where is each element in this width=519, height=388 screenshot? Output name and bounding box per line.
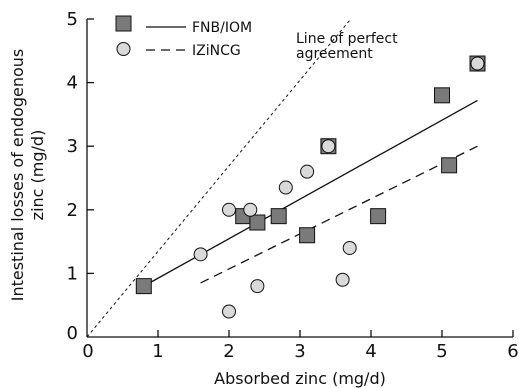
fnb-iom-point-4 <box>299 227 316 244</box>
x-tick-label-1: 1 <box>152 341 163 362</box>
y-tick-label-3: 3 <box>67 136 78 157</box>
y-tick-label-1: 1 <box>67 263 78 284</box>
x-ticks: 0 1 2 3 4 5 6 <box>82 330 519 362</box>
fnb-iom-point-3 <box>270 208 287 225</box>
y-tick-label-5: 5 <box>67 9 78 30</box>
izincg-point-3 <box>278 180 293 195</box>
fnb-iom-points <box>135 55 486 295</box>
izincg-point-10 <box>470 56 485 71</box>
fnb-iom-point-8 <box>441 157 458 174</box>
y-ticks: 0 1 2 3 4 5 <box>67 9 94 344</box>
x-tick-label-2: 2 <box>223 341 234 362</box>
annotation-line-2: agreement <box>296 46 373 62</box>
y-tick-label-2: 2 <box>67 200 78 221</box>
perfect-agreement-line <box>86 19 351 338</box>
izincg-point-6 <box>250 279 265 294</box>
legend: FNB/IOM IZiNCG <box>115 15 252 59</box>
fnb-iom-point-7 <box>434 87 450 104</box>
legend-label-izincg: IZiNCG <box>192 43 241 59</box>
izincg-point-5 <box>222 304 236 319</box>
y-axis-label-line-2: zinc (mg/d) <box>28 130 47 221</box>
x-tick-label-3: 3 <box>294 341 305 362</box>
izincg-fit-line <box>200 145 478 284</box>
x-tick-label-4: 4 <box>365 341 376 362</box>
fnb-iom-point-2 <box>249 214 266 231</box>
annotation-line-1: Line of perfect <box>296 31 398 47</box>
x-tick-label-5: 5 <box>436 341 447 362</box>
izincg-point-9 <box>321 139 336 154</box>
izincg-points <box>193 56 485 319</box>
izincg-point-4 <box>300 164 315 179</box>
x-axis-label: Absorbed zinc (mg/d) <box>214 369 386 388</box>
x-tick-label-0: 0 <box>82 341 93 362</box>
fnb-iom-point-0 <box>135 278 152 295</box>
legend-label-fnb-iom: FNB/IOM <box>192 20 252 36</box>
fnb-iom-fit-line <box>143 99 478 287</box>
x-tick-label-6: 6 <box>507 341 518 362</box>
y-axis-label-line-1: Intestinal losses of endogenous <box>8 49 27 302</box>
izincg-point-1 <box>222 202 236 217</box>
izincg-point-7 <box>335 272 350 287</box>
izincg-point-2 <box>243 202 258 217</box>
y-tick-label-4: 4 <box>67 73 78 94</box>
legend-circle-marker <box>116 42 131 56</box>
fnb-iom-point-6 <box>370 208 387 225</box>
y-tick-label-0: 0 <box>67 323 78 344</box>
izincg-point-0 <box>193 247 208 262</box>
axes: 0 1 2 3 4 5 6 0 1 2 3 4 5 <box>67 9 519 362</box>
legend-square-marker <box>115 15 132 32</box>
izincg-point-8 <box>342 240 357 255</box>
